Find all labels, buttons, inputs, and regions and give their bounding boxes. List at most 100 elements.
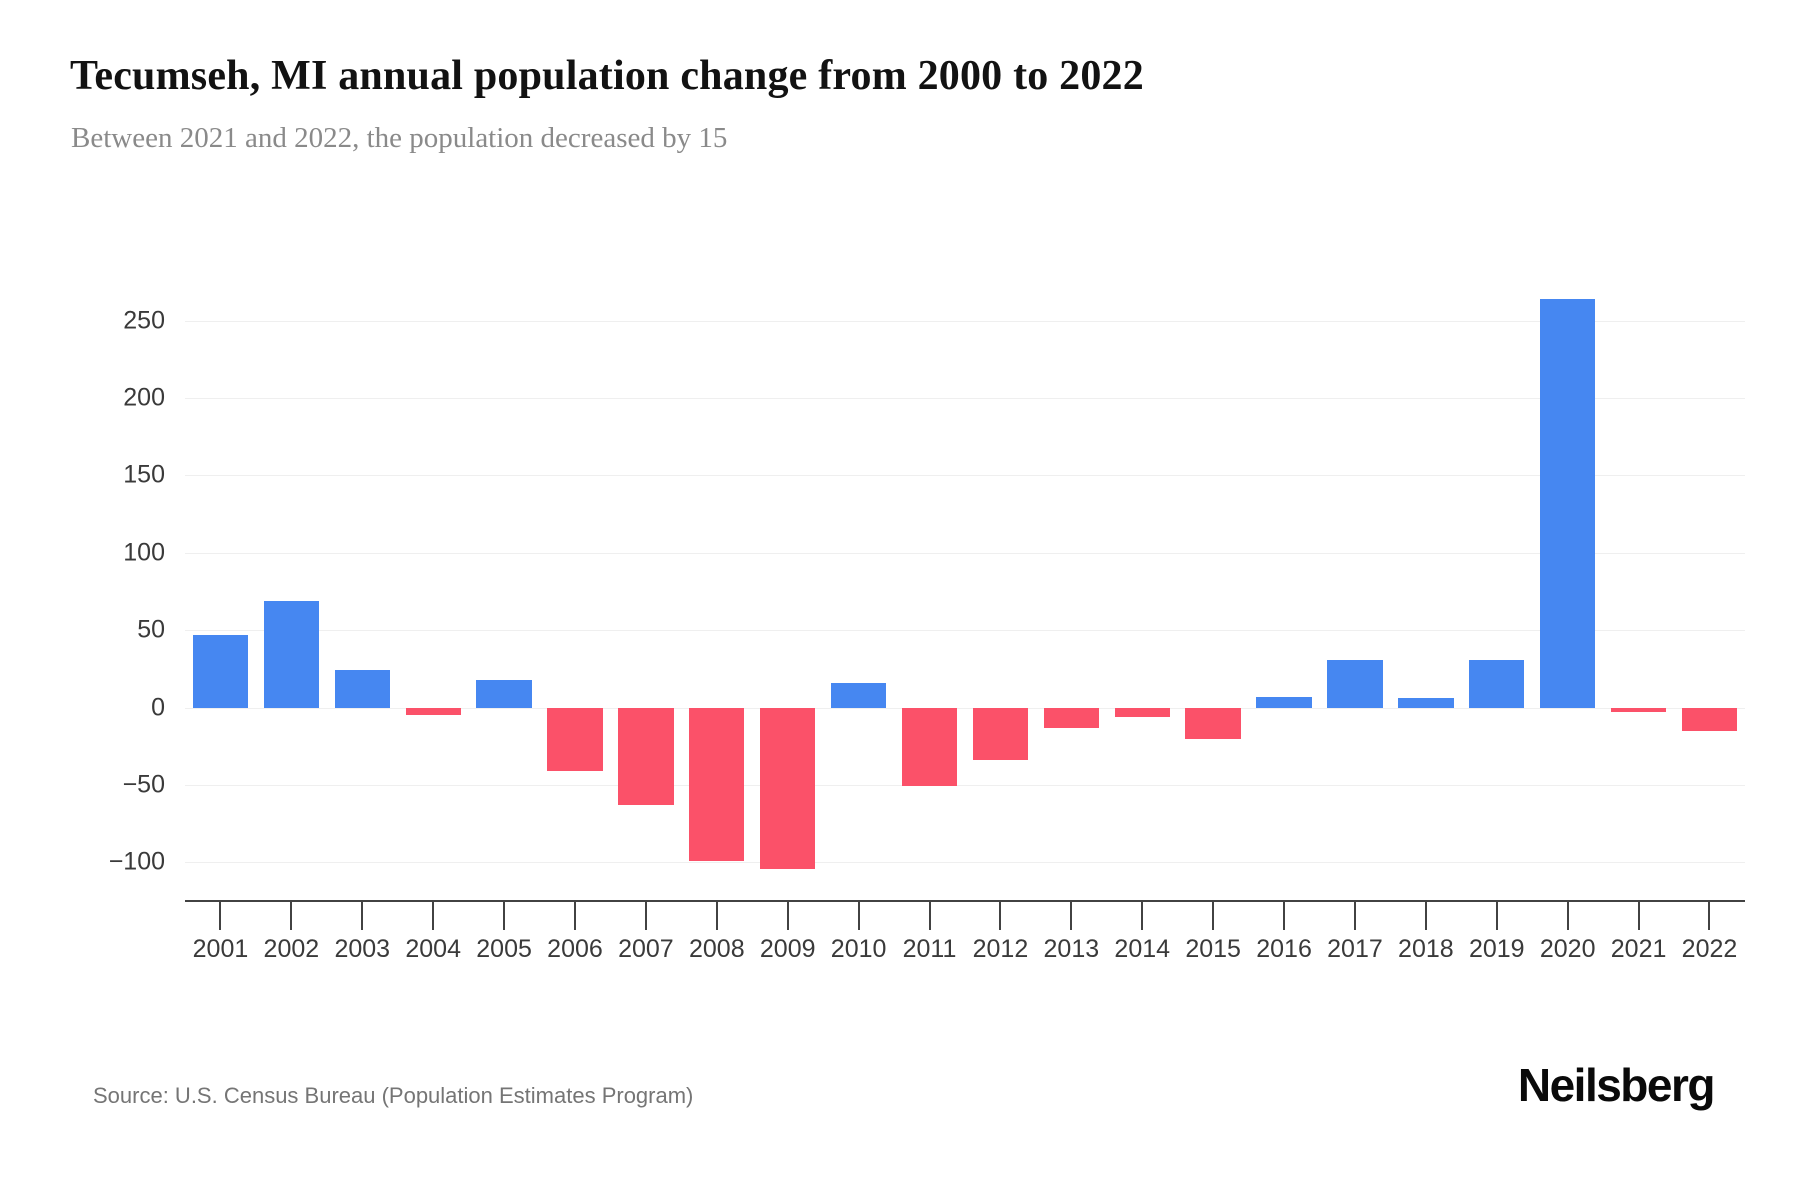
x-tick-2022 [1708, 901, 1711, 930]
gridline-50 [185, 630, 1745, 632]
bar-slot-2011 [894, 282, 965, 901]
y-label--50: −50 [122, 770, 165, 799]
tick-slot-2007 [610, 901, 681, 930]
bar-2021[interactable] [1610, 707, 1667, 713]
x-tick-2018 [1424, 901, 1427, 930]
bar-2005[interactable] [476, 679, 532, 708]
bar-slot-2008 [681, 282, 752, 901]
x-label-2003: 2003 [334, 935, 391, 963]
y-label-200: 200 [123, 383, 165, 412]
bar-2006[interactable] [547, 707, 603, 771]
bar-2012[interactable] [972, 707, 1029, 761]
tick-slot-2018 [1390, 901, 1461, 930]
bar-2001[interactable] [192, 634, 249, 708]
bar-slot-2020 [1532, 282, 1603, 901]
tick-slot-2005 [469, 901, 540, 930]
bar-slot-2014 [1107, 282, 1178, 901]
y-label-100: 100 [123, 538, 165, 567]
tick-slot-2021 [1603, 901, 1674, 930]
bar-slot-2009 [752, 282, 823, 901]
gridline--50 [185, 784, 1745, 786]
bar-2008[interactable] [689, 707, 745, 861]
x-tick-2003 [361, 901, 364, 930]
bar-2020[interactable] [1540, 299, 1596, 708]
tick-slot-2009 [752, 901, 823, 930]
x-tick-2007 [644, 901, 647, 930]
bar-slot-2013 [1036, 282, 1107, 901]
bars-layer [185, 282, 1745, 901]
bar-2015[interactable] [1185, 707, 1241, 739]
x-axis-line [185, 900, 1745, 902]
x-label-2018: 2018 [1398, 935, 1454, 963]
tick-slot-2010 [823, 901, 894, 930]
gridline-150 [185, 475, 1745, 477]
bar-slot-2017 [1320, 282, 1391, 901]
bar-slot-2010 [823, 282, 894, 901]
bar-slot-2019 [1461, 282, 1532, 901]
bar-slot-2002 [256, 282, 327, 901]
bar-slot-2004 [398, 282, 469, 901]
bar-2022[interactable] [1681, 707, 1738, 731]
x-label-2002: 2002 [263, 935, 320, 963]
tick-slot-2006 [540, 901, 611, 930]
bar-2009[interactable] [760, 707, 816, 869]
bar-2002[interactable] [263, 600, 319, 708]
bar-2018[interactable] [1398, 698, 1454, 708]
x-label-2001: 2001 [192, 935, 249, 963]
bar-slot-2016 [1249, 282, 1320, 901]
x-tick-2006 [573, 901, 576, 930]
tick-slot-2020 [1532, 901, 1603, 930]
bar-2016[interactable] [1256, 696, 1312, 708]
bar-2007[interactable] [618, 707, 674, 806]
x-axis-ticks [185, 901, 1745, 930]
y-label-250: 250 [123, 306, 165, 335]
bar-slot-2018 [1390, 282, 1461, 901]
chart-plot-area: 250 200 150 100 50 0 −50 −100 2001 2002 2003 2004 2… [109, 282, 1745, 962]
tick-slot-2013 [1036, 901, 1107, 930]
gridline--100 [185, 862, 1745, 864]
x-tick-2012 [999, 901, 1002, 930]
bar-slot-2007 [610, 282, 681, 901]
bar-2014[interactable] [1114, 707, 1170, 717]
y-label-150: 150 [123, 460, 165, 489]
tick-slot-2022 [1674, 901, 1745, 930]
tick-slot-2011 [894, 901, 965, 930]
bar-2011[interactable] [901, 707, 958, 787]
bar-2013[interactable] [1043, 707, 1099, 728]
x-label-2006: 2006 [547, 935, 603, 963]
x-tick-2004 [432, 901, 435, 930]
bar-2004[interactable] [405, 707, 461, 716]
bar-slot-2006 [540, 282, 611, 901]
bar-slot-2012 [965, 282, 1036, 901]
x-tick-2019 [1495, 901, 1498, 930]
x-tick-2021 [1637, 901, 1640, 930]
bar-2010[interactable] [830, 682, 887, 708]
x-label-2009: 2009 [759, 935, 816, 963]
tick-slot-2004 [398, 901, 469, 930]
page-title: Tecumseh, MI annual population change fr… [70, 53, 1144, 99]
bar-2017[interactable] [1327, 659, 1383, 708]
tick-slot-2001 [185, 901, 256, 930]
tick-slot-2016 [1249, 901, 1320, 930]
x-axis-labels: 2001 2002 2003 2004 2005 2006 2007 2008 2009 2010… [185, 937, 1745, 962]
gridline-0 [185, 707, 1745, 709]
bar-2003[interactable] [334, 670, 390, 708]
x-label-2014: 2014 [1114, 935, 1171, 963]
bar-2019[interactable] [1469, 659, 1525, 708]
x-label-2013: 2013 [1043, 935, 1100, 963]
x-tick-2014 [1141, 901, 1144, 930]
x-tick-2001 [219, 901, 222, 930]
tick-slot-2019 [1461, 901, 1532, 930]
x-tick-2016 [1283, 901, 1286, 930]
x-label-2020: 2020 [1539, 935, 1596, 963]
x-label-2021: 2021 [1610, 935, 1667, 963]
y-label-50: 50 [137, 615, 165, 644]
x-tick-2011 [928, 901, 931, 930]
x-label-2017: 2017 [1327, 935, 1383, 963]
tick-slot-2008 [681, 901, 752, 930]
bar-slot-2003 [327, 282, 398, 901]
bar-slot-2005 [469, 282, 540, 901]
x-label-2005: 2005 [476, 935, 532, 963]
x-tick-2010 [857, 901, 860, 930]
tick-slot-2014 [1107, 901, 1178, 930]
